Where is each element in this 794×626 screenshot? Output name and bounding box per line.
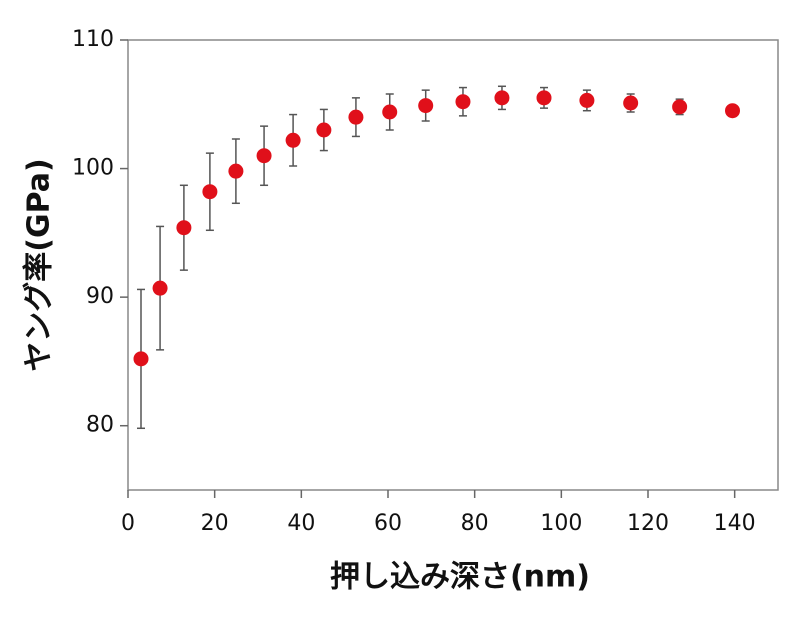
x-tick-label: 80 [461,511,489,536]
data-point [152,280,168,296]
x-tick-label: 120 [627,511,669,536]
x-tick-label: 60 [374,511,402,536]
x-tick-label: 140 [714,511,756,536]
data-point [455,94,471,110]
data-point [256,148,272,164]
data-point [316,122,332,138]
y-tick-label: 110 [72,27,114,52]
data-point [133,351,149,367]
data-point [228,163,244,179]
x-tick-label: 0 [121,511,135,536]
data-point [494,90,510,106]
x-tick-label: 20 [201,511,229,536]
data-point [202,184,218,200]
y-axis-label: ヤング率(GPa) [22,158,57,371]
data-point [285,132,301,148]
data-point [348,109,364,125]
data-point [382,104,398,120]
plot-frame [127,39,779,491]
data-point [418,98,434,114]
data-point [672,99,688,115]
y-tick-label: 100 [72,156,114,181]
x-tick-label: 100 [540,511,582,536]
y-tick-label: 90 [86,284,114,309]
x-axis-label: 押し込み深さ(nm) [330,560,590,595]
x-tick-label: 40 [287,511,315,536]
data-point [176,220,192,236]
data-point [725,103,740,119]
y-tick-label: 80 [86,413,114,438]
data-point [579,92,595,108]
data-point [536,90,552,106]
data-point [623,95,639,111]
